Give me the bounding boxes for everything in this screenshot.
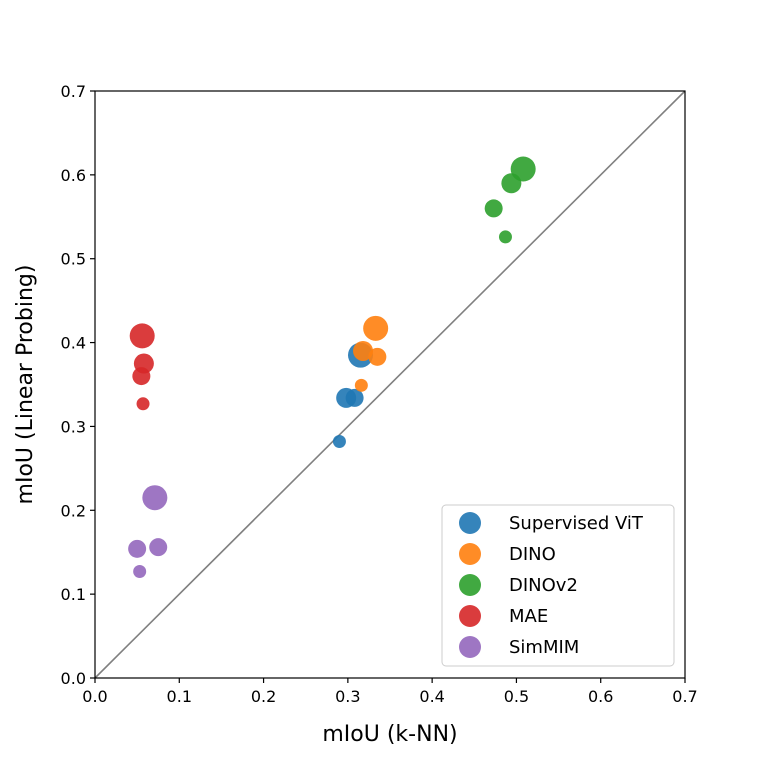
data-point (336, 387, 357, 408)
x-tick-label: 0.1 (167, 687, 192, 706)
data-point (498, 230, 512, 244)
legend-box (441, 504, 675, 667)
x-tick-label: 0.2 (251, 687, 276, 706)
data-point (133, 565, 147, 579)
y-tick-label: 0.5 (61, 250, 86, 269)
x-tick-label: 0.4 (419, 687, 444, 706)
x-tick-label: 0.0 (82, 687, 107, 706)
y-axis-label: mIoU (Linear Probing) (13, 265, 38, 505)
legend-marker (459, 574, 481, 596)
data-point (133, 353, 154, 374)
data-point (149, 538, 168, 557)
data-point (332, 435, 346, 449)
y-tick-label: 0.1 (61, 585, 86, 604)
x-tick-label: 0.7 (672, 687, 697, 706)
y-tick-label: 0.6 (61, 166, 86, 185)
data-point (142, 485, 168, 511)
legend-label: DINOv2 (509, 575, 578, 596)
x-tick-label: 0.5 (504, 687, 529, 706)
legend-marker (459, 636, 481, 658)
legend-marker (459, 512, 481, 534)
legend-label: MAE (509, 606, 548, 627)
y-tick-label: 0.7 (61, 82, 86, 101)
data-point (510, 156, 536, 182)
diagonal-line (94, 90, 686, 679)
data-point (136, 397, 150, 411)
data-point (354, 378, 368, 392)
x-tick-label: 0.3 (335, 687, 360, 706)
legend-marker (459, 543, 481, 565)
x-tick-label: 0.6 (588, 687, 613, 706)
data-point (353, 340, 374, 361)
legend: Supervised ViT DINO DINOv2 MAE SimMIM (441, 504, 675, 667)
legend-label: DINO (509, 544, 556, 565)
data-point (363, 315, 389, 341)
y-tick-label: 0.2 (61, 501, 86, 520)
data-point (129, 323, 155, 349)
y-tick-label: 0.3 (61, 417, 86, 436)
legend-marker (459, 605, 481, 627)
y-tick-label: 0.0 (61, 669, 86, 688)
legend-label: SimMIM (509, 637, 579, 658)
x-axis-label: mIoU (k-NN) (322, 722, 457, 747)
legend-label: Supervised ViT (509, 513, 644, 534)
plot-frame (94, 90, 686, 679)
y-tick-label: 0.4 (61, 334, 86, 353)
data-point (484, 199, 503, 218)
data-point (128, 539, 147, 558)
